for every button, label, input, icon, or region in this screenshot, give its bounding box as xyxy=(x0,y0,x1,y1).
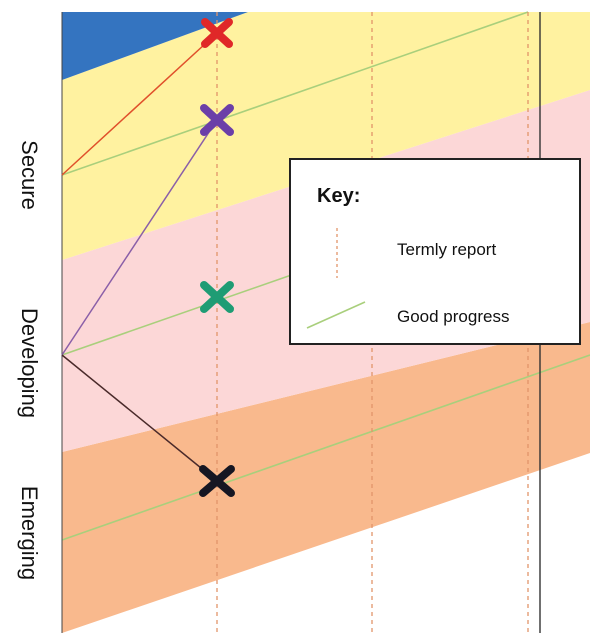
progress-path-purple xyxy=(61,119,218,356)
good-progress-line xyxy=(61,354,590,541)
key-good-progress-label: Good progress xyxy=(397,307,509,326)
level-label-developing: Developing xyxy=(17,308,42,418)
band-yellow xyxy=(62,12,590,260)
marker-red-cross xyxy=(201,18,233,48)
marker-purple-cross xyxy=(200,104,234,136)
good-progress-line xyxy=(61,271,301,356)
marker-green-cross xyxy=(200,281,234,313)
key-title: Key: xyxy=(317,185,360,207)
key-good-progress-sample xyxy=(306,301,366,329)
marker-black-cross xyxy=(199,465,235,497)
key-termly-label: Termly report xyxy=(397,240,496,259)
band-blue xyxy=(62,12,248,80)
band-orange xyxy=(62,322,590,633)
progress-path-red xyxy=(61,32,218,176)
good-progress-line xyxy=(61,11,529,176)
progress-path-dark xyxy=(61,354,218,482)
level-label-secure: Secure xyxy=(17,140,42,210)
key-box: Key: Termly report Good progress xyxy=(289,158,581,345)
level-label-emerging: Emerging xyxy=(17,486,42,580)
